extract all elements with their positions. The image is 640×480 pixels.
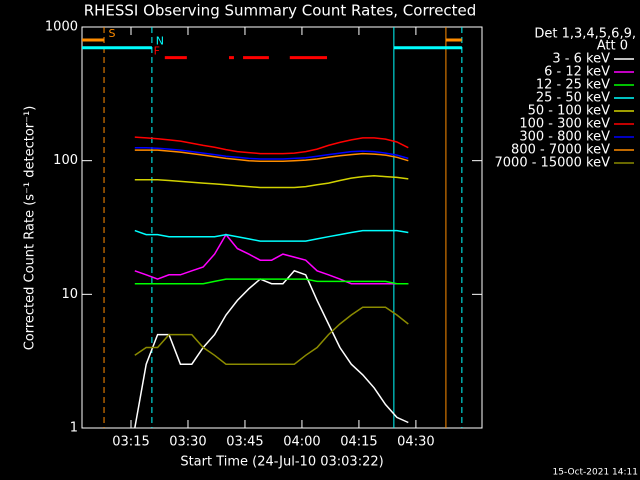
chart-title: RHESSI Observing Summary Count Rates, Co… [84, 2, 477, 20]
legend-label: 100 - 300 keV [519, 117, 610, 132]
data-line [134, 278, 409, 285]
legend-label: 3 - 6 keV [552, 52, 610, 67]
flag-label: N [156, 35, 164, 48]
legend-label: 12 - 25 keV [536, 78, 610, 93]
y-axis-label: Corrected Count Rate (s⁻¹ detector⁻¹) [23, 106, 38, 351]
data-line [134, 229, 409, 242]
data-line [134, 233, 409, 285]
x-tick-label: 03:45 [226, 435, 263, 450]
legend-label: 800 - 7000 keV [511, 143, 610, 158]
y-tick-label: 1000 [45, 20, 78, 35]
legend-label: 6 - 12 keV [544, 65, 610, 80]
y-tick-label: 1 [70, 421, 78, 436]
flag-label: F [154, 45, 160, 58]
data-line [134, 306, 409, 365]
legend-label: 7000 - 15000 keV [495, 156, 611, 171]
legend-header: Att 0 [597, 39, 628, 54]
legend-label: 50 - 100 keV [528, 104, 611, 119]
data-line [134, 175, 409, 189]
data-line [134, 269, 409, 429]
x-axis-label: Start Time (24-Jul-10 03:03:22) [180, 455, 383, 470]
x-tick-label: 04:15 [340, 435, 377, 450]
plot-frame [81, 26, 483, 429]
legend-label: 300 - 800 keV [519, 130, 610, 145]
data-line [134, 149, 409, 163]
x-tick-label: 03:15 [112, 435, 149, 450]
y-tick-label: 10 [61, 287, 78, 302]
y-tick-label: 100 [53, 153, 78, 168]
flag-label: S [109, 27, 116, 40]
x-tick-label: 04:00 [283, 435, 320, 450]
data-line [134, 146, 409, 160]
x-tick-label: 04:30 [397, 435, 434, 450]
legend-header: Det 1,3,4,5,6,9, [534, 27, 636, 42]
data-line [134, 136, 409, 155]
legend-label: 25 - 50 keV [536, 91, 610, 106]
x-tick-label: 03:30 [169, 435, 206, 450]
footer: 15-Oct-2021 14:11 [553, 468, 638, 478]
